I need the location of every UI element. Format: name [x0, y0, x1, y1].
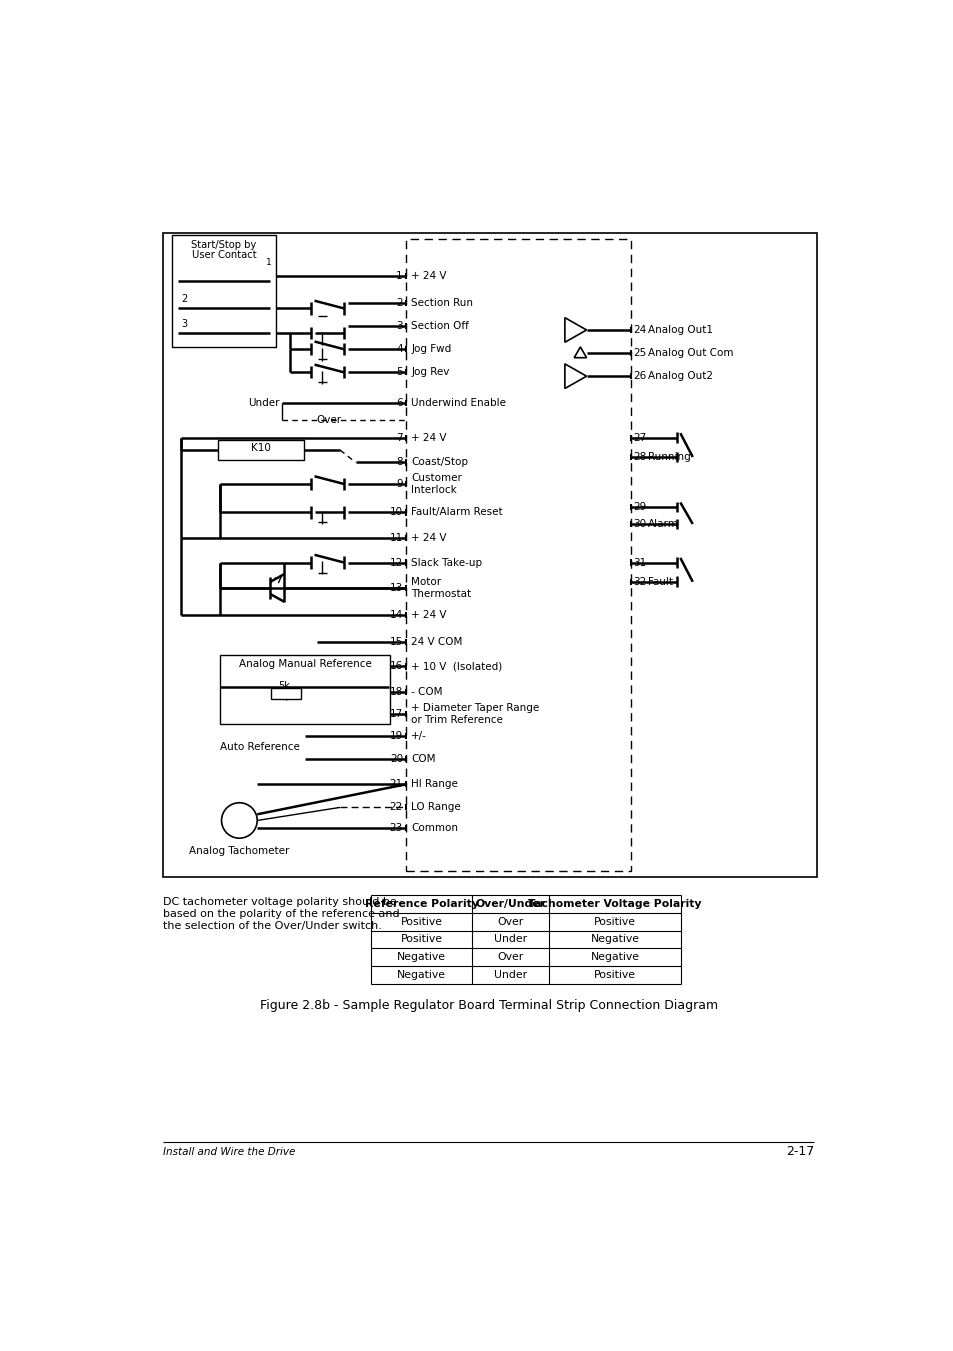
- Text: 19: 19: [389, 731, 402, 740]
- Text: Under: Under: [494, 935, 527, 944]
- Text: Analog Manual Reference: Analog Manual Reference: [238, 659, 372, 669]
- Text: 6: 6: [395, 399, 402, 408]
- Bar: [163, 232, 816, 877]
- Text: 32: 32: [633, 577, 645, 586]
- Text: Analog Out1: Analog Out1: [647, 326, 712, 335]
- Text: Negative: Negative: [590, 935, 639, 944]
- Text: + 24 V: + 24 V: [411, 609, 446, 620]
- Bar: [271, 688, 300, 698]
- Text: 1: 1: [395, 272, 402, 281]
- Text: Running: Running: [647, 453, 690, 462]
- Text: 18: 18: [389, 686, 402, 697]
- Text: HI Range: HI Range: [411, 780, 457, 789]
- Text: Auto Reference: Auto Reference: [220, 742, 299, 753]
- Text: 23: 23: [389, 823, 402, 834]
- Text: Section Off: Section Off: [411, 322, 469, 331]
- Bar: [172, 235, 275, 347]
- Text: + 24 V: + 24 V: [411, 432, 446, 443]
- Text: Analog Out2: Analog Out2: [647, 372, 712, 381]
- Text: Analog Out Com: Analog Out Com: [647, 349, 733, 358]
- Text: 5k: 5k: [278, 681, 290, 690]
- Text: Jog Rev: Jog Rev: [411, 367, 449, 377]
- Text: 11: 11: [389, 532, 402, 543]
- Text: Install and Wire the Drive: Install and Wire the Drive: [163, 1147, 295, 1156]
- Text: User Contact: User Contact: [192, 250, 256, 259]
- Text: Fault/Alarm Reset: Fault/Alarm Reset: [411, 508, 502, 517]
- Text: 10: 10: [390, 508, 402, 517]
- Text: 5: 5: [395, 367, 402, 377]
- Text: 2-17: 2-17: [785, 1146, 814, 1158]
- Text: Figure 2.8b - Sample Regulator Board Terminal Strip Connection Diagram: Figure 2.8b - Sample Regulator Board Ter…: [259, 998, 718, 1012]
- Text: COM: COM: [411, 754, 436, 763]
- Text: 12: 12: [389, 558, 402, 567]
- Text: + 10 V  (Isolated): + 10 V (Isolated): [411, 662, 502, 671]
- Text: Start/Stop by: Start/Stop by: [191, 240, 256, 250]
- Text: 3: 3: [395, 322, 402, 331]
- Text: K10: K10: [251, 443, 271, 453]
- Text: 24 V COM: 24 V COM: [411, 636, 462, 647]
- Text: 28: 28: [633, 453, 645, 462]
- Text: Over/Under: Over/Under: [476, 898, 545, 909]
- Text: 9: 9: [395, 480, 402, 489]
- Text: 2: 2: [395, 299, 402, 308]
- Text: Coast/Stop: Coast/Stop: [411, 458, 468, 467]
- Text: Negative: Negative: [396, 952, 446, 962]
- Text: 7: 7: [395, 432, 402, 443]
- Text: Tachometer Voltage Polarity: Tachometer Voltage Polarity: [528, 898, 701, 909]
- Text: 25: 25: [633, 349, 645, 358]
- Text: Over: Over: [497, 917, 523, 927]
- Text: Common: Common: [411, 823, 458, 834]
- Text: 16: 16: [389, 662, 402, 671]
- Text: Negative: Negative: [590, 952, 639, 962]
- Text: 27: 27: [633, 432, 645, 443]
- Text: 8: 8: [395, 458, 402, 467]
- Text: 2: 2: [181, 295, 188, 304]
- Text: Customer
Interlock: Customer Interlock: [411, 473, 462, 494]
- Text: 26: 26: [633, 372, 645, 381]
- Text: Under: Under: [248, 399, 279, 408]
- Text: Reference Polarity: Reference Polarity: [364, 898, 478, 909]
- Text: Positive: Positive: [400, 935, 442, 944]
- Text: Slack Take-up: Slack Take-up: [411, 558, 482, 567]
- Text: + 24 V: + 24 V: [411, 272, 446, 281]
- Text: 30: 30: [633, 519, 645, 530]
- Text: 29: 29: [633, 503, 645, 512]
- Text: + Diameter Taper Range
or Trim Reference: + Diameter Taper Range or Trim Reference: [411, 704, 539, 725]
- Text: 24: 24: [633, 326, 645, 335]
- Text: Positive: Positive: [594, 917, 636, 927]
- Text: Negative: Negative: [396, 970, 446, 979]
- Text: Over: Over: [316, 415, 341, 426]
- Text: Motor
Thermostat: Motor Thermostat: [411, 577, 471, 598]
- Text: Under: Under: [494, 970, 527, 979]
- Text: 15: 15: [389, 636, 402, 647]
- Text: Fault: Fault: [647, 577, 672, 586]
- Bar: [218, 440, 303, 459]
- Text: 1: 1: [266, 258, 272, 266]
- Text: Analog Tachometer: Analog Tachometer: [189, 846, 290, 857]
- Text: 17: 17: [389, 709, 402, 719]
- Bar: [406, 239, 630, 870]
- Text: 31: 31: [633, 558, 645, 567]
- Text: Positive: Positive: [594, 970, 636, 979]
- Text: Positive: Positive: [400, 917, 442, 927]
- Text: 14: 14: [389, 609, 402, 620]
- Text: Jog Fwd: Jog Fwd: [411, 345, 451, 354]
- Text: 22: 22: [389, 802, 402, 812]
- Text: LO Range: LO Range: [411, 802, 460, 812]
- Text: Section Run: Section Run: [411, 299, 473, 308]
- Text: Alarm: Alarm: [647, 519, 678, 530]
- Text: Over: Over: [497, 952, 523, 962]
- Bar: [220, 655, 390, 724]
- Text: - COM: - COM: [411, 686, 442, 697]
- Text: Underwind Enable: Underwind Enable: [411, 399, 506, 408]
- Text: 21: 21: [389, 780, 402, 789]
- Text: 3: 3: [181, 319, 187, 328]
- Text: 13: 13: [389, 582, 402, 593]
- Text: 4: 4: [395, 345, 402, 354]
- Text: 20: 20: [390, 754, 402, 763]
- Text: +/-: +/-: [411, 731, 427, 740]
- Text: DC tachometer voltage polarity should be
based on the polarity of the reference : DC tachometer voltage polarity should be…: [163, 897, 399, 931]
- Text: + 24 V: + 24 V: [411, 532, 446, 543]
